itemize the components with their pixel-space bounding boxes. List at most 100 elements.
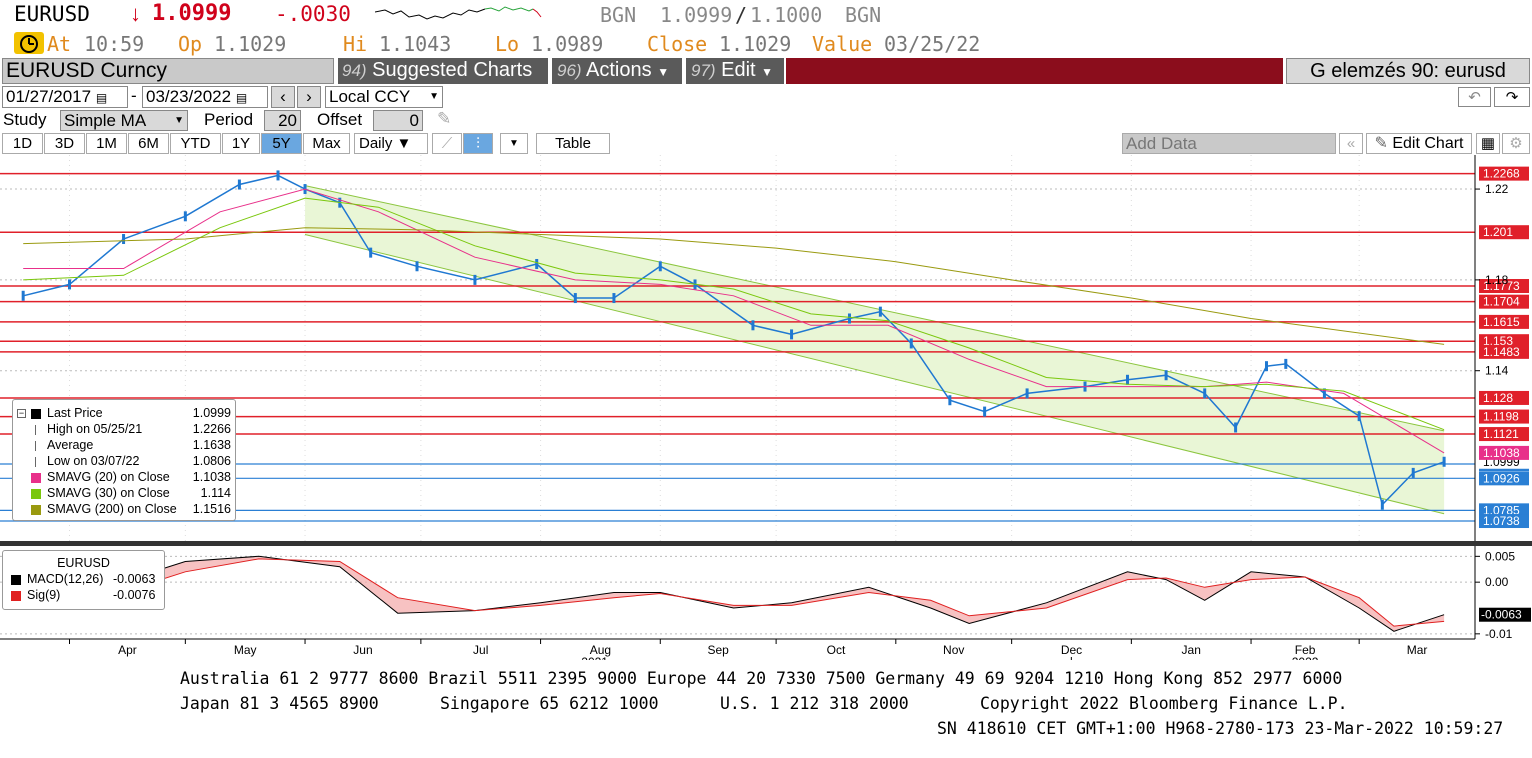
resistance-label-bg xyxy=(1479,279,1529,294)
x-tick-label: Dec xyxy=(1061,643,1082,657)
edit-number: 97) xyxy=(691,61,716,80)
high-label: Hi xyxy=(343,32,368,56)
actions-menu[interactable]: 96) Actions ▼ xyxy=(552,58,682,84)
channel-lower-line xyxy=(304,233,1445,515)
panel-divider[interactable] xyxy=(0,541,1532,546)
date-range-dash: - xyxy=(131,86,137,105)
tab-1d[interactable]: 1D xyxy=(2,133,43,154)
legend-value: 1.1038 xyxy=(192,470,231,484)
collapse-button[interactable]: « xyxy=(1339,133,1363,154)
chart-legend[interactable]: Last Price 1.0999 High on 05/25/21 1.2266 Av… xyxy=(12,399,236,521)
macd-last-label: -0.0063 xyxy=(1481,608,1522,622)
resistance-label: 1.1773 xyxy=(1483,279,1520,293)
price-candle xyxy=(1284,358,1288,369)
redo-button[interactable]: ↷ xyxy=(1494,87,1530,107)
resistance-label: 1.201 xyxy=(1483,225,1513,239)
frequency-select[interactable]: Daily ▼ xyxy=(354,133,428,154)
tab-1y[interactable]: 1Y xyxy=(222,133,260,154)
series-line-last-price xyxy=(23,174,1445,507)
support-label-bg xyxy=(1479,514,1529,529)
macd-y-tick-label: 0.00 xyxy=(1485,575,1509,589)
legend-row[interactable]: Low on 03/07/22 1.0806 xyxy=(17,454,233,470)
bar-chart-type-button[interactable]: ⫶ xyxy=(463,133,493,154)
undo-button[interactable]: ↶ xyxy=(1458,87,1491,107)
chart-type-dropdown[interactable]: ▼ xyxy=(500,133,528,154)
support-label-bg xyxy=(1479,471,1529,486)
x-tick-label: May xyxy=(234,643,257,657)
scroll-left-button[interactable]: ‹ xyxy=(271,86,295,108)
price-candle xyxy=(276,170,280,181)
currency-select[interactable]: Local CCY ▼ xyxy=(325,86,443,108)
price-candle xyxy=(612,293,616,304)
bid-ask-separator: / xyxy=(735,3,748,27)
legend-row[interactable]: SMAVG (30) on Close 1.114 xyxy=(17,486,233,502)
study-select[interactable]: Simple MA ▼ xyxy=(60,110,188,131)
support-label-bg xyxy=(1479,503,1529,518)
legend-row[interactable]: SMAVG (20) on Close 1.1038 xyxy=(17,470,233,486)
price-candle xyxy=(878,306,882,317)
low-value: 1.0989 xyxy=(531,32,604,56)
undo-icon: ↶ xyxy=(1468,89,1481,106)
edit-menu[interactable]: 97) Edit ▼ xyxy=(686,58,784,84)
series-line-smavg-30- xyxy=(23,197,1445,431)
tab-ytd[interactable]: YTD xyxy=(170,133,221,154)
offset-label: Offset xyxy=(317,110,363,129)
price-y-tick-label: 1.18 xyxy=(1485,273,1509,287)
chevron-right-icon: › xyxy=(306,87,312,106)
price-candle xyxy=(909,338,913,349)
resistance-label: 1.153 xyxy=(1483,334,1513,348)
calendar-icon[interactable]: ▤ xyxy=(95,91,108,105)
x-tick-label: Apr xyxy=(118,643,137,657)
price-candle xyxy=(983,406,987,417)
table-button[interactable]: Table xyxy=(536,133,610,154)
price-candle xyxy=(1322,388,1326,399)
price-candle xyxy=(122,234,126,245)
tab-5y[interactable]: 5Y xyxy=(261,133,302,154)
tab-3d[interactable]: 3D xyxy=(44,133,85,154)
legend-collapse-icon[interactable]: − xyxy=(17,408,26,418)
legend-row[interactable]: Last Price 1.0999 xyxy=(17,406,233,422)
resistance-label: 1.1121 xyxy=(1483,427,1519,441)
pencil-icon[interactable]: ✎ xyxy=(437,109,452,128)
suggested-charts-label: Suggested Charts xyxy=(372,59,533,81)
legend-swatch xyxy=(31,473,41,483)
legend-row[interactable]: High on 05/25/21 1.2266 xyxy=(17,422,233,438)
ask-price: 1.1000 xyxy=(750,3,823,27)
tab-max[interactable]: Max xyxy=(303,133,350,154)
pencil-icon: ✎ xyxy=(1374,135,1388,152)
footer-session: SN 418610 CET GMT+1:00 H968-2780-173 23-… xyxy=(937,719,1504,738)
chart-settings-button[interactable]: ▦ xyxy=(1476,133,1500,154)
scroll-right-button[interactable]: › xyxy=(297,86,321,108)
signal-swatch xyxy=(11,591,21,601)
tab-1m[interactable]: 1M xyxy=(86,133,127,154)
price-candle xyxy=(473,274,477,285)
security-field[interactable]: EURUSD Curncy xyxy=(2,58,334,84)
last-price: 1.0999 xyxy=(152,1,232,26)
start-date-input[interactable]: 01/27/2017 ▤ xyxy=(2,86,128,108)
tab-6m[interactable]: 6M xyxy=(128,133,169,154)
period-input[interactable]: 20 xyxy=(264,110,301,131)
edit-chart-button[interactable]: ✎ Edit Chart xyxy=(1366,133,1472,154)
resistance-label-bg xyxy=(1479,166,1529,181)
end-date-input[interactable]: 03/23/2022 ▤ xyxy=(142,86,268,108)
line-chart-icon: ⟋ xyxy=(441,135,453,152)
legend-row[interactable]: Average 1.1638 xyxy=(17,438,233,454)
legend-swatch xyxy=(31,505,41,515)
offset-input[interactable]: 0 xyxy=(373,110,423,131)
gear-button[interactable]: ⚙ xyxy=(1502,133,1530,154)
suggested-charts-menu[interactable]: 94) Suggested Charts xyxy=(338,58,548,84)
resistance-label: 1.1704 xyxy=(1483,295,1520,309)
macd-last-label-bg xyxy=(1479,607,1531,622)
macd-legend[interactable]: EURUSD MACD(12,26) -0.0063 Sig(9) -0.007… xyxy=(2,550,165,610)
resistance-label: 1.1483 xyxy=(1483,345,1520,359)
period-label: Period xyxy=(204,110,254,129)
add-data-field[interactable]: Add Data xyxy=(1122,133,1336,154)
legend-row[interactable]: SMAVG (200) on Close 1.1516 xyxy=(17,502,233,518)
line-chart-type-button[interactable]: ⟋ xyxy=(432,133,462,154)
legend-name: Low on 03/07/22 xyxy=(47,454,140,468)
currency-value: Local CCY xyxy=(329,87,411,106)
open-value: 1.1029 xyxy=(214,32,287,56)
clock-icon xyxy=(14,32,44,54)
sparkline-chart xyxy=(375,6,542,20)
calendar-icon[interactable]: ▤ xyxy=(235,91,248,105)
